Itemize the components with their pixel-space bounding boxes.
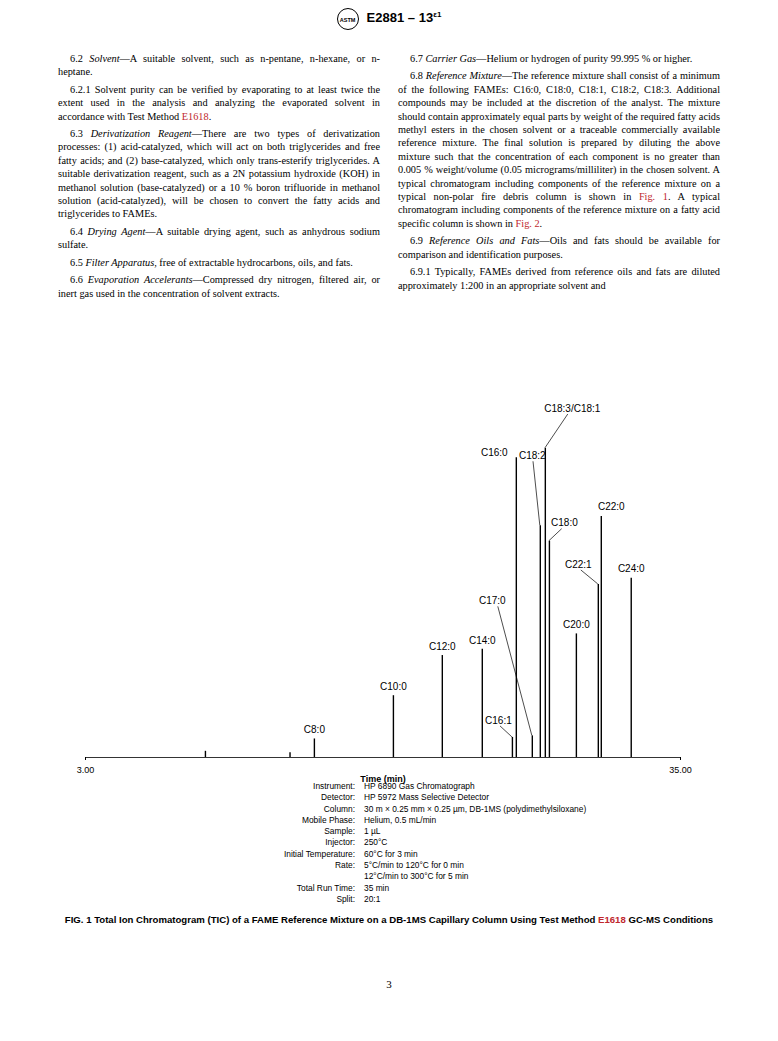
html-text:20:1: 20:1	[364, 894, 381, 904]
svg-text:C18:0: C18:0	[551, 517, 578, 528]
svg-text:35.00: 35.00	[669, 765, 692, 775]
html-text:12°C/min to 300°C for 5 min: 12°C/min to 300°C for 5 min	[364, 871, 469, 882]
html-text:1 µL: 1 µL	[364, 826, 381, 837]
svg-text:C8:0: C8:0	[304, 724, 326, 735]
svg-text:C22:0: C22:0	[598, 501, 625, 512]
html-text:Rate:: Rate:	[335, 860, 355, 871]
svg-text:C24:0: C24:0	[618, 563, 645, 574]
svg-text:C14:0: C14:0	[469, 635, 496, 646]
html-text:6.9 Reference Oils and Fats —O: 6.9 Reference Oils and Fats —Oils and fa…	[398, 235, 720, 260]
svg-text:C18:2: C18:2	[519, 450, 546, 461]
html-text:250°C: 250°C	[364, 837, 388, 848]
html-text:HP 5972 Mass Selective Detecto: HP 5972 Mass Selective Detector	[364, 792, 490, 803]
html-text:6.4 Drying Agent —A suitable d: 6.4 Drying Agent —A suitable drying agen…	[58, 225, 380, 251]
html-text:6.7 Carrier Gas —Helium or hyd: 6.7 Carrier Gas —Helium or hydrogen of p…	[410, 53, 693, 64]
html-text:FIG. 1 Total Ion Chromatogram: FIG. 1 Total Ion Chromatogram (TIC) of a…	[64, 914, 714, 925]
html-text:HP 6890 Gas Chromatograph: HP 6890 Gas Chromatograph	[364, 781, 475, 791]
html-text:35 min: 35 min	[364, 882, 390, 893]
html-text:Helium, 0.5 mL/min: Helium, 0.5 mL/min	[364, 814, 437, 825]
svg-text:C17:0: C17:0	[479, 595, 506, 606]
html-text:Instrument:: Instrument:	[313, 781, 355, 791]
svg-text:3.00: 3.00	[77, 765, 95, 775]
html-text:ASTM: ASTM	[339, 17, 356, 23]
html-text:6.2.1 Solvent purity can be ve: 6.2.1 Solvent purity can be verified by …	[58, 83, 380, 122]
html-text:Total Run Time:: Total Run Time:	[296, 882, 355, 893]
html-text:6.6 Evaporation Accelerants —C: 6.6 Evaporation Accelerants —Compressed …	[58, 274, 380, 299]
html-text:Column:: Column:	[323, 803, 355, 814]
html-text:Sample:: Sample:	[324, 826, 355, 837]
html-text:30 m × 0.25 mm × 0.25 µm, DB-1: 30 m × 0.25 mm × 0.25 µm, DB-1MS (polydi…	[364, 803, 587, 814]
svg-text:C20:0: C20:0	[563, 619, 590, 630]
svg-text:C12:0: C12:0	[429, 641, 456, 652]
svg-text:C22:1: C22:1	[565, 559, 592, 570]
html-text:Split:: Split:	[336, 894, 355, 904]
html-text:3: 3	[386, 978, 392, 990]
html-text:5°C/min to 120°C for 0 min: 5°C/min to 120°C for 0 min	[364, 860, 464, 871]
svg-text:C16:0: C16:0	[481, 447, 508, 458]
html-text:6.5 Filter Apparatus, free of: 6.5 Filter Apparatus, free of extractabl…	[70, 256, 353, 268]
html-text:60°C for 3 min: 60°C for 3 min	[364, 848, 418, 859]
html-text:Mobile Phase:: Mobile Phase:	[301, 814, 355, 825]
html-text:6.8 Reference Mixture —The ref: 6.8 Reference Mixture —The reference mix…	[398, 70, 720, 229]
html-text:E2881 – 13ε1: E2881 – 13ε1	[366, 10, 442, 26]
html-text:6.9.1 Typically, FAMEs derived: 6.9.1 Typically, FAMEs derived from refe…	[398, 266, 720, 291]
html-text:Initial Temperature:: Initial Temperature:	[283, 848, 355, 859]
html-text:Detector:: Detector:	[321, 792, 355, 803]
html-text:6.3 Derivatization Reagent —Th: 6.3 Derivatization Reagent —There are tw…	[58, 128, 380, 220]
html-text:Injector:: Injector:	[325, 837, 355, 848]
svg-text:C10:0: C10:0	[380, 681, 407, 692]
html-text:6.2 Solvent —A suitable solven: 6.2 Solvent —A suitable solvent, such as…	[58, 53, 380, 78]
svg-text:C18:3/C18:1: C18:3/C18:1	[544, 403, 601, 414]
svg-text:Time (min): Time (min)	[360, 773, 406, 784]
svg-text:C16:1: C16:1	[485, 715, 512, 726]
